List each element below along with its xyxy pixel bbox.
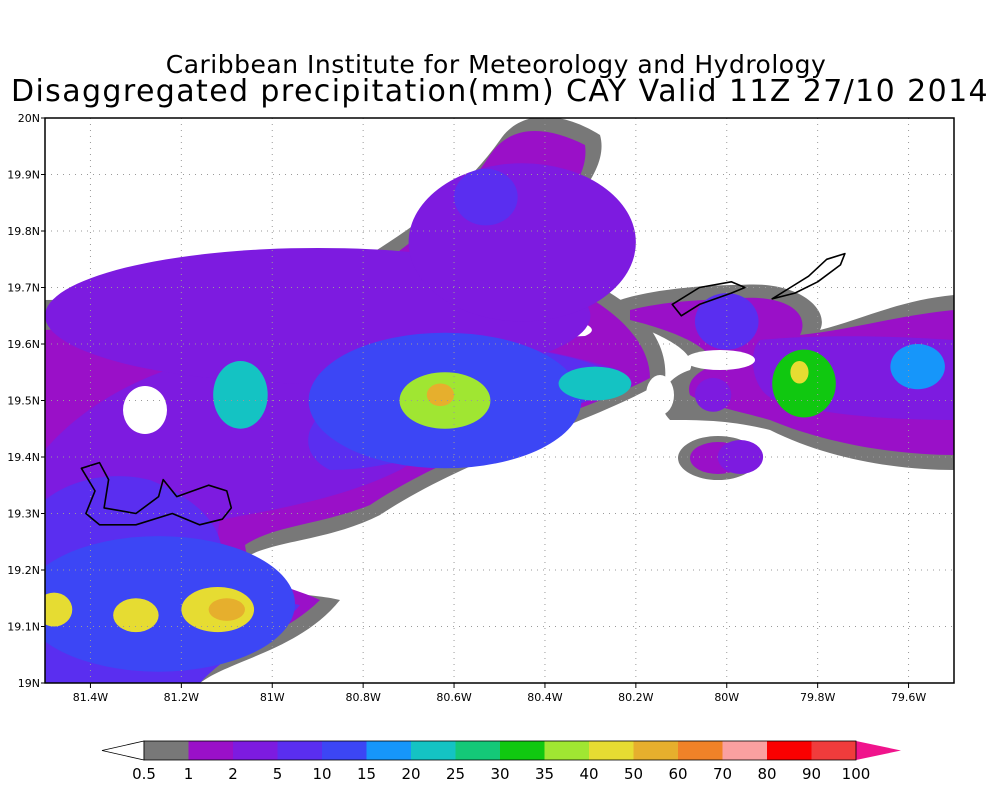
colorbar-swatch-12 (633, 741, 679, 760)
x-tick-label-3: 80.8W (345, 691, 380, 704)
y-tick-label-10: 19N (18, 677, 40, 690)
x-tick-label-8: 79.8W (800, 691, 835, 704)
colorbar-label-8: 30 (490, 765, 509, 783)
colorbar-label-10: 40 (579, 765, 598, 783)
colorbar-label-11: 50 (624, 765, 643, 783)
precip-cell-10 (208, 598, 245, 621)
colorbar-label-7: 25 (446, 765, 465, 783)
title-line-2: Disaggregated precipitation(mm) CAY Vali… (10, 74, 990, 109)
colorbar-label-3: 5 (273, 765, 283, 783)
y-tick-label-7: 19.3N (7, 508, 40, 521)
precip-cell-5 (426, 383, 455, 407)
colorbar-label-14: 80 (757, 765, 776, 783)
precip-cell-12 (45, 592, 73, 627)
colorbar-label-1: 1 (184, 765, 194, 783)
x-tick-label-6: 80.2W (618, 691, 653, 704)
x-axis-ticks: 81.4W 81.2W 81W 80.8W 80.6W 80.4W 80.2W 80W 79.8… (73, 683, 926, 704)
island-outline-2 (771, 252, 846, 300)
colorbar-swatch-14 (722, 741, 768, 760)
x-tick-label-1: 81.2W (164, 691, 199, 704)
colorbar-swatch-8 (455, 741, 501, 760)
precip-cell-17 (790, 360, 809, 384)
x-tick-label-9: 79.6W (891, 691, 926, 704)
y-tick-label-2: 19.8N (7, 225, 40, 238)
x-tick-label-4: 80.6W (436, 691, 471, 704)
island-outline-1 (671, 280, 746, 317)
colorbar-label-16: 100 (842, 765, 871, 783)
colorbar-label-2: 2 (228, 765, 238, 783)
colorbar-swatch-10 (544, 741, 590, 760)
title-line-1: Caribbean Institute for Meteorology and … (165, 50, 827, 79)
island-outlines (80, 252, 846, 526)
y-tick-label-6: 19.4N (7, 451, 40, 464)
y-tick-label-4: 19.6N (7, 338, 40, 351)
colorbar-swatch-17 (856, 741, 901, 760)
precip-cell-16 (772, 349, 836, 418)
precipitation-field (45, 118, 954, 683)
precip-cell-11 (113, 598, 159, 633)
y-tick-label-8: 19.2N (7, 564, 40, 577)
y-tick-label-5: 19.5N (7, 395, 40, 408)
colorbar-label-15: 90 (802, 765, 821, 783)
colorbar: 0.5 1 2 5 10 15 20 25 30 35 40 50 60 70 80 90 100 (101, 740, 901, 783)
colorbar-swatch-1 (144, 741, 189, 760)
precip-cell-18 (890, 344, 945, 390)
y-tick-label-0: 20N (18, 112, 40, 125)
precip-cell-14 (694, 377, 732, 412)
colorbar-swatch-4 (277, 741, 323, 760)
precip-cell-7 (558, 366, 632, 401)
colorbar-swatch-16 (811, 741, 857, 760)
precip-gap (685, 350, 755, 370)
colorbar-swatch-7 (411, 741, 456, 760)
precip-cell-2 (454, 168, 518, 226)
precip-gap (646, 375, 674, 415)
precip-cell-8 (45, 536, 295, 672)
y-tick-label-3: 19.7N (7, 282, 40, 295)
colorbar-swatch-5 (322, 741, 367, 760)
island-outline-0 (80, 461, 233, 526)
colorbar-swatch-3 (233, 741, 278, 760)
colorbar-swatch-15 (767, 741, 812, 760)
colorbar-swatch-9 (500, 741, 545, 760)
precip-cell-6 (213, 360, 268, 429)
x-tick-label-7: 80W (714, 691, 739, 704)
colorbar-swatch-0 (101, 740, 145, 761)
y-tick-label-9: 19.1N (7, 621, 40, 634)
precip-gap (123, 386, 167, 434)
colorbar-label-0: 0.5 (132, 765, 156, 783)
y-tick-label-1: 19.9N (7, 169, 40, 182)
colorbar-outline (143, 740, 857, 761)
colorbar-label-13: 70 (713, 765, 732, 783)
precip-cell-13 (694, 293, 759, 350)
colorbar-label-9: 35 (535, 765, 554, 783)
x-tick-label-2: 81W (260, 691, 285, 704)
colorbar-label-5: 15 (357, 765, 376, 783)
colorbar-swatch-6 (366, 741, 412, 760)
colorbar-label-12: 60 (668, 765, 687, 783)
x-tick-label-0: 81.4W (73, 691, 108, 704)
x-tick-label-5: 80.4W (527, 691, 562, 704)
y-axis-ticks: 20N 19.9N 19.8N 19.7N 19.6N 19.5N 19.4N 19.3N 19… (7, 112, 45, 690)
colorbar-label-4: 10 (312, 765, 331, 783)
colorbar-swatch-13 (678, 741, 723, 760)
precip-cells (45, 163, 945, 672)
colorbar-swatch-2 (188, 741, 234, 760)
colorbar-label-6: 20 (401, 765, 420, 783)
colorbar-swatch-11 (589, 741, 634, 760)
precip-cell-15 (717, 440, 764, 474)
map-grid (45, 117, 954, 684)
precip-cell-1 (408, 163, 636, 322)
